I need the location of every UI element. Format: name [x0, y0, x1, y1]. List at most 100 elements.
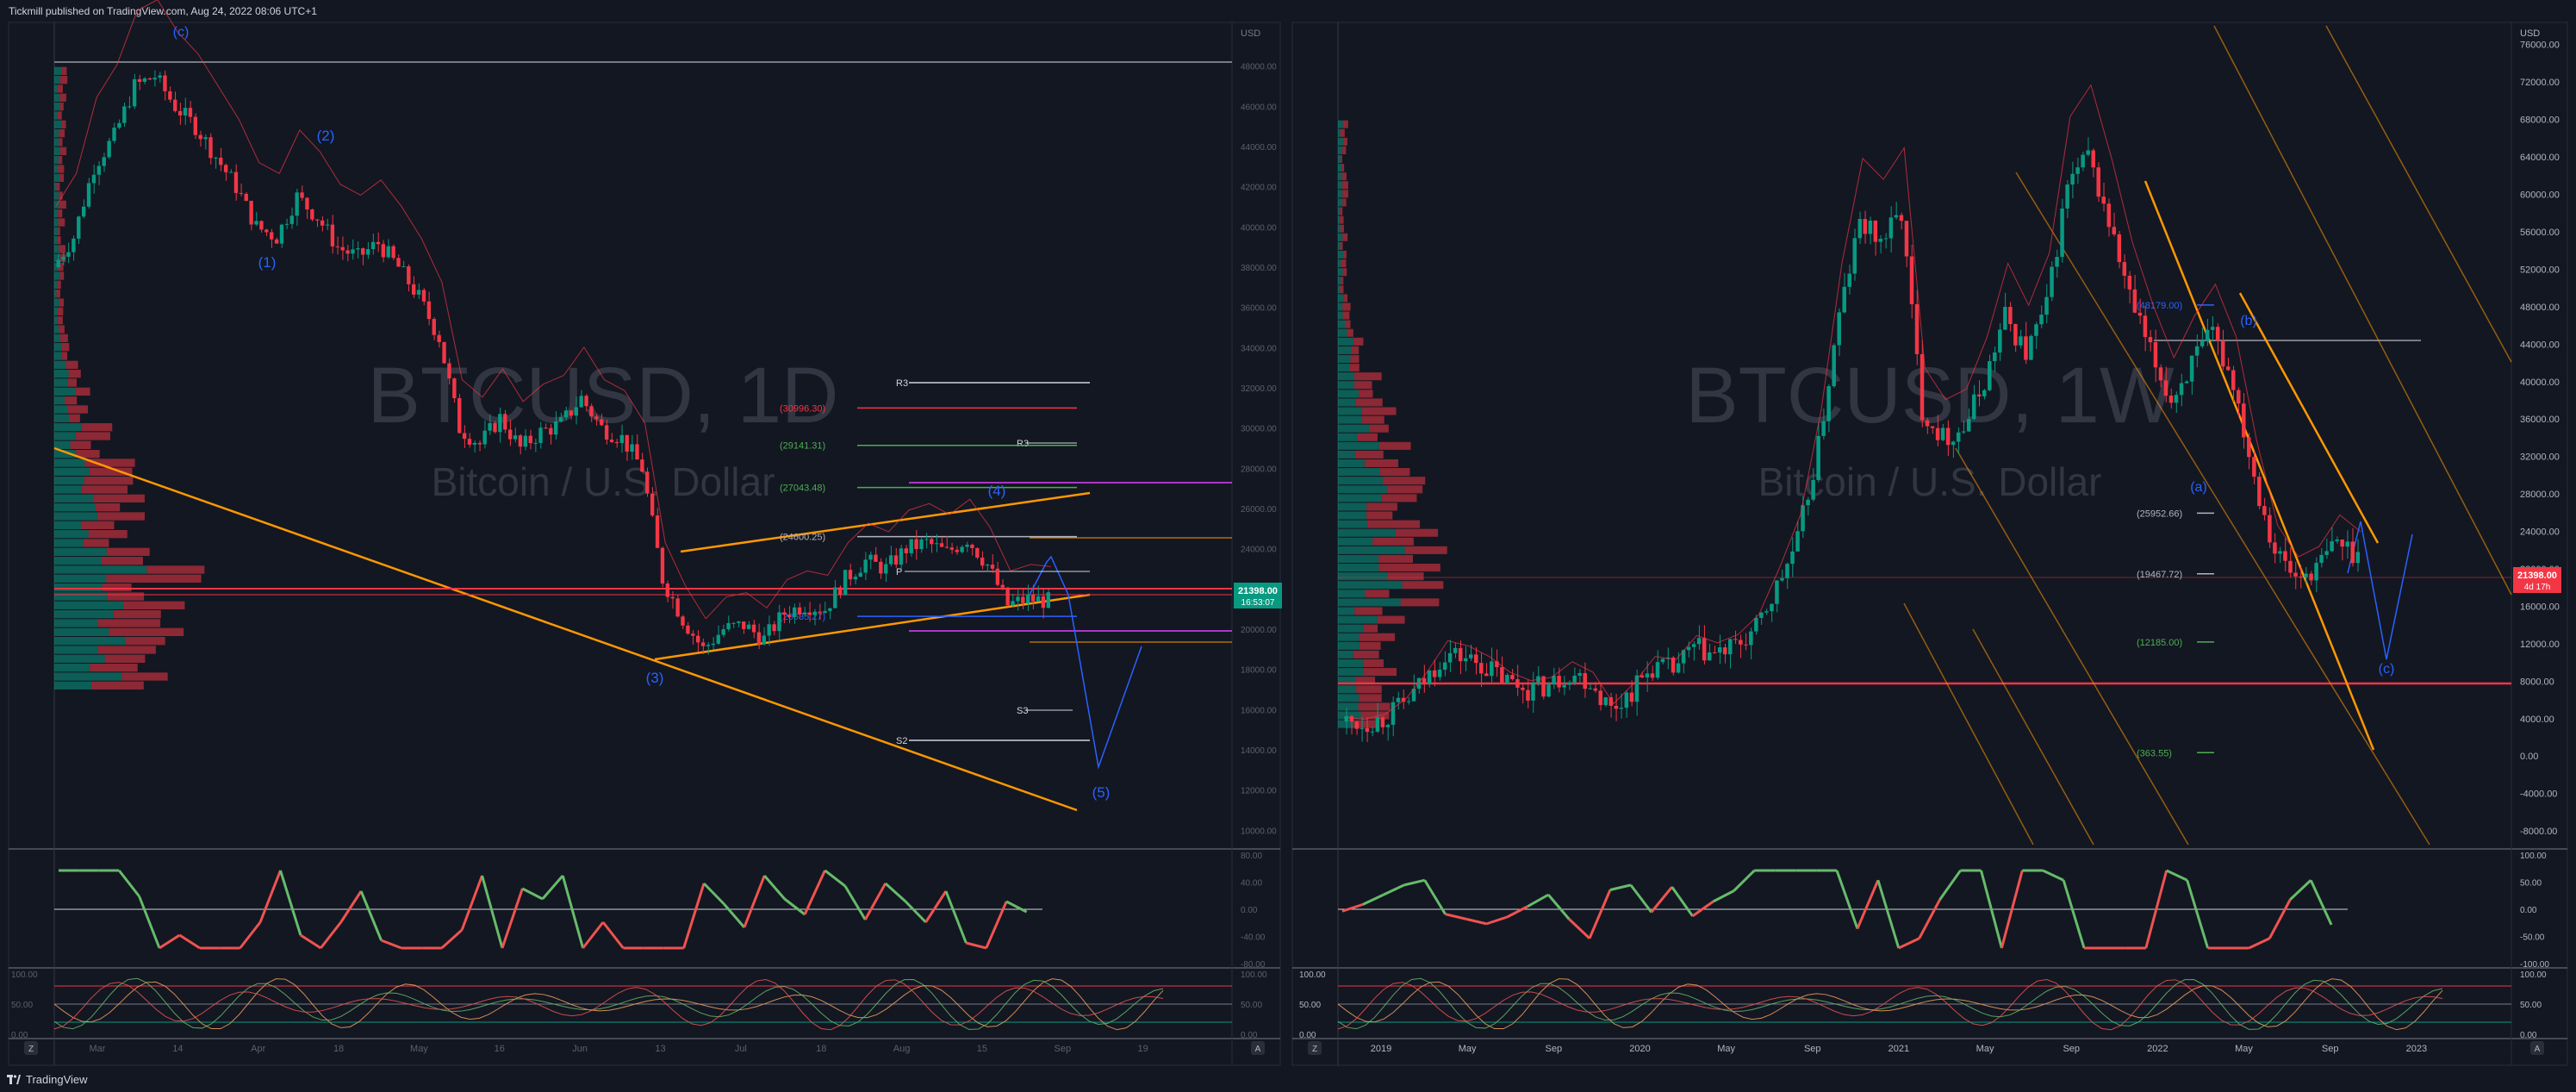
volume-profile-up-bar: [1338, 285, 1341, 294]
volume-profile-down-bar: [1354, 372, 1382, 381]
volume-profile-down-bar: [1359, 390, 1373, 398]
volume-profile-down-bar: [1347, 328, 1353, 337]
candle-body: [533, 442, 538, 444]
candle-body: [214, 157, 218, 159]
candle-body: [787, 615, 792, 617]
candle-body: [274, 239, 279, 244]
right-stoch-pane[interactable]: 100.00 100.00 50.00 50.00 0.00 0.00: [1299, 970, 2547, 1040]
volume-profile-down-bar: [1353, 381, 1372, 390]
candle-body: [2225, 366, 2231, 371]
rsi-segment: [743, 875, 766, 928]
left-time-axis[interactable]: Mar 14 Apr 18 May 16 Jun 13 Jul 18 Aug 15 Sep 19: [90, 1044, 1148, 1054]
volume-profile-down-bar: [1362, 415, 1384, 424]
candle-body: [691, 633, 695, 636]
stoch-tick-label: 0.00: [11, 1031, 28, 1040]
candle-body: [1702, 638, 1707, 661]
volume-profile-down-bar: [1342, 181, 1348, 190]
volume-profile-up-bar: [1338, 415, 1363, 424]
left-chart-panel[interactable]: [8, 22, 1281, 1066]
volume-profile-up-bar: [54, 387, 76, 396]
stoch-tick-label: 100.00: [11, 970, 38, 980]
candle-body: [1744, 644, 1748, 646]
left-z-toggle[interactable]: Z: [28, 1045, 34, 1054]
rsi-segment: [460, 875, 483, 931]
volume-profile-down-bar: [107, 592, 145, 601]
candle-body: [554, 421, 558, 435]
wave-2-label: (2): [317, 128, 335, 144]
wave-1-label: (1): [258, 254, 277, 271]
volume-profile-down-bar: [1343, 294, 1348, 303]
volume-profile-down-bar: [83, 539, 109, 547]
right-price-axis[interactable]: 76000.00 72000.00 68000.00 64000.00 60000.00…: [2520, 41, 2560, 837]
candle-body: [1474, 654, 1478, 664]
candle-body: [1458, 647, 1463, 662]
right-rsi-pane[interactable]: 100.00 50.00 0.00 -50.00 -100.00: [1338, 852, 2549, 970]
time-tick-label: May: [1976, 1044, 1994, 1054]
candle-body: [1993, 352, 1997, 362]
candle-body: [600, 419, 604, 426]
price-tick-label: 12000.00: [1241, 787, 1277, 796]
candle-body: [295, 192, 299, 216]
right-a-toggle[interactable]: A: [2535, 1045, 2541, 1054]
candle-body: [888, 555, 893, 565]
volume-profile-up-bar: [54, 414, 70, 422]
candle-body: [1370, 731, 1375, 733]
candle-body: [1816, 435, 1820, 480]
candle-body: [381, 244, 386, 258]
candle-body: [2288, 560, 2293, 573]
candle-body: [909, 539, 913, 553]
fib-level-label: (19467.72): [2137, 570, 2182, 580]
candle-body: [1888, 217, 1894, 239]
volume-profile-down-bar: [1378, 554, 1413, 564]
candle-body: [2283, 551, 2287, 561]
candle-body: [503, 414, 507, 430]
right-drawings: [1338, 25, 2512, 846]
price-tick-label: 12000.00: [2520, 640, 2560, 650]
volume-profile-up-bar: [54, 236, 58, 245]
time-tick-label: 2021: [1888, 1044, 1909, 1054]
right-z-toggle[interactable]: Z: [1312, 1045, 1317, 1054]
candle-body: [2132, 289, 2137, 313]
volume-profile-up-bar: [1338, 441, 1379, 450]
price-tick-label: 4000.00: [2520, 714, 2554, 725]
candle-body: [1863, 219, 1868, 234]
price-tick-label: 10000.00: [1241, 827, 1277, 836]
left-rsi-pane[interactable]: 80.00 40.00 0.00 -40.00 -80.00: [54, 852, 1266, 970]
rsi-segment: [1362, 893, 1384, 906]
candle-body: [2237, 390, 2241, 404]
volume-profile-down-bar: [1379, 468, 1410, 477]
candle-body: [2101, 197, 2106, 204]
candle-body: [934, 543, 939, 545]
time-tick-label: May: [2235, 1044, 2253, 1054]
stoch-line: [53, 977, 1164, 1030]
volume-profile-down-bar: [56, 183, 60, 191]
candle-body: [447, 363, 451, 379]
volume-profile-down-bar: [1377, 615, 1405, 624]
price-tick-label: 76000.00: [2520, 41, 2560, 51]
right-time-axis[interactable]: 2019 May Sep 2020 May Sep 2021 May Sep 2022 May Sep…: [1371, 1044, 2427, 1054]
left-axis-toggles[interactable]: Z A: [24, 1041, 1265, 1055]
candle-body: [721, 629, 725, 635]
candle-body: [1847, 273, 1851, 287]
volume-profile-down-bar: [69, 414, 80, 422]
fib-level-label: (12185.00): [2137, 638, 2182, 648]
volume-profile-up-bar: [54, 521, 81, 529]
candle-body: [904, 548, 908, 553]
left-price-axis[interactable]: 48000.00 46000.00 44000.00 42000.00 40000.00…: [1241, 63, 1277, 837]
left-stoch-pane[interactable]: 100.00 100.00 50.00 50.00 0.00 0.00: [11, 970, 1267, 1040]
rsi-segment: [440, 928, 464, 950]
candle-body: [1878, 239, 1883, 242]
volume-profile-up-bar: [54, 76, 60, 84]
rsi-tick-label: -50.00: [2520, 933, 2545, 943]
volume-profile-up-bar: [54, 627, 109, 636]
candle-body: [756, 632, 762, 645]
volume-profile-up-bar: [54, 352, 62, 360]
candle-body: [635, 444, 639, 460]
volume-profile-up-bar: [54, 565, 147, 574]
volume-profile-up-bar: [54, 654, 105, 663]
candle-body: [2008, 307, 2013, 325]
candle-body: [2340, 539, 2344, 547]
left-a-toggle[interactable]: A: [1255, 1045, 1261, 1054]
right-axis-toggles[interactable]: Z A: [1308, 1041, 2544, 1055]
